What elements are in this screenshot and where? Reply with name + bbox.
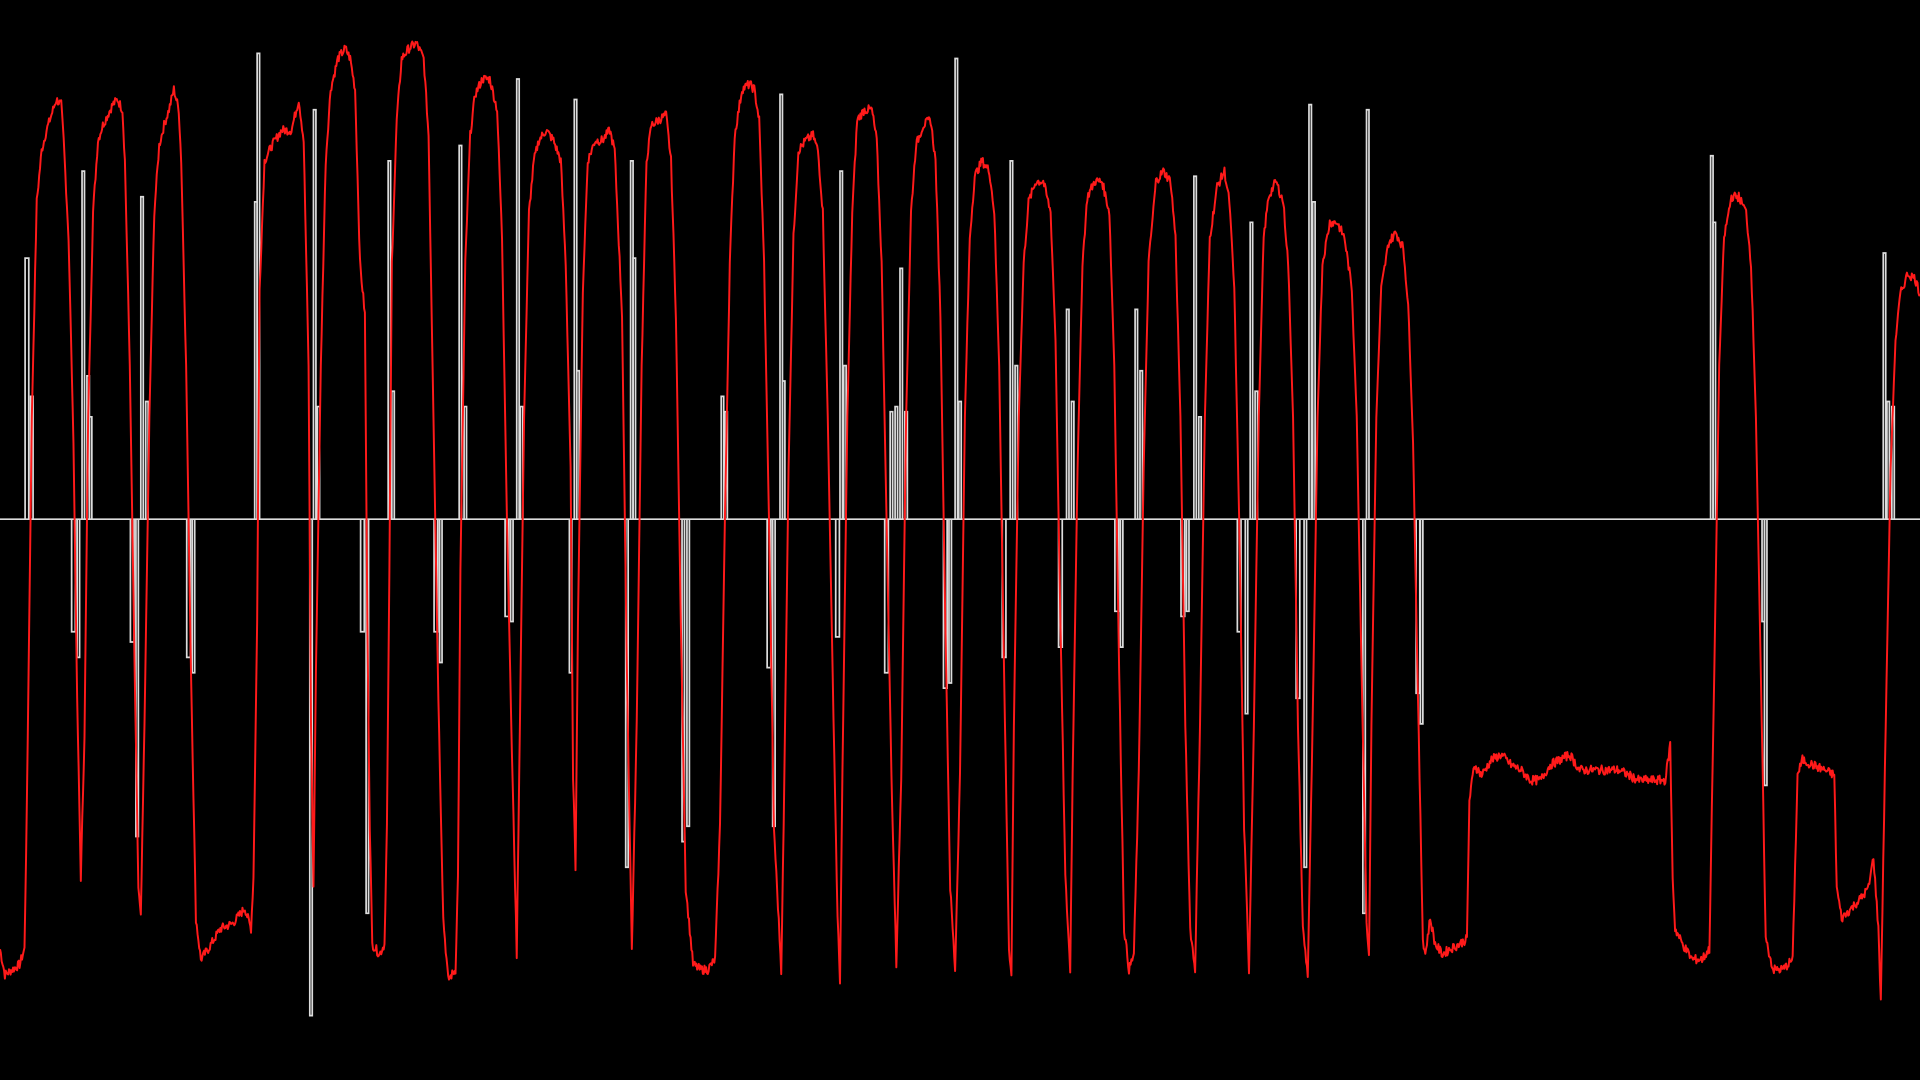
pulse-spike bbox=[433, 519, 439, 633]
pulse-spike bbox=[889, 410, 894, 520]
pulse-spike bbox=[834, 519, 841, 638]
pulse-spike bbox=[686, 519, 691, 828]
pulse-spike bbox=[1249, 221, 1254, 520]
pulse-spike bbox=[312, 108, 317, 520]
pulse-spike bbox=[575, 369, 581, 520]
pulse-spike bbox=[954, 57, 959, 520]
pulse-spike bbox=[1134, 308, 1139, 520]
pulse-spike bbox=[573, 98, 578, 520]
pulse-spike bbox=[839, 170, 844, 520]
pulse-spike bbox=[1070, 400, 1075, 520]
pulse-spike bbox=[191, 519, 196, 674]
pulse-spike bbox=[515, 78, 521, 520]
pulse-spike bbox=[632, 257, 637, 520]
pulse-spike bbox=[1065, 308, 1070, 520]
pulse-spike bbox=[781, 380, 786, 520]
pulse-spike bbox=[1009, 160, 1014, 520]
pulse-spike bbox=[1886, 400, 1891, 520]
pulse-spike bbox=[1303, 519, 1308, 869]
pulse-spike bbox=[1197, 415, 1203, 520]
pulse-spike bbox=[359, 519, 366, 633]
pulse-spike bbox=[88, 415, 93, 520]
pulse-spike bbox=[139, 195, 145, 520]
pulse-spike bbox=[1119, 519, 1124, 649]
pulse-spike bbox=[1139, 369, 1144, 520]
pulse-spike bbox=[894, 405, 899, 520]
pulse-spike bbox=[899, 267, 904, 520]
pulse-spike bbox=[957, 400, 963, 520]
pulse-spike bbox=[1185, 519, 1190, 613]
pulse-spike bbox=[390, 390, 396, 520]
pulse-spike bbox=[1882, 252, 1887, 520]
signal-trace-group bbox=[0, 40, 1920, 1001]
pulse-spike bbox=[24, 257, 30, 520]
pulse-spike bbox=[1419, 519, 1424, 725]
pulse-spike bbox=[720, 395, 725, 520]
pulse-spike bbox=[779, 93, 784, 520]
pulse-spike bbox=[1193, 175, 1198, 520]
signal-trace bbox=[0, 40, 1920, 1001]
pulse-spike bbox=[1114, 519, 1120, 613]
pulse-spike bbox=[1365, 108, 1370, 520]
pulse-spike bbox=[438, 519, 443, 664]
pulse-spike bbox=[81, 170, 86, 520]
pulse-spike bbox=[1763, 519, 1768, 787]
pulse-spike bbox=[942, 519, 949, 689]
pulse-spike bbox=[1308, 103, 1313, 520]
pulse-spike bbox=[458, 144, 463, 520]
pulse-spike bbox=[76, 519, 81, 659]
pulse-spike bbox=[1311, 200, 1316, 520]
pulse-trace-group bbox=[24, 52, 1896, 1017]
pulse-spike bbox=[1712, 221, 1717, 520]
pulse-spike bbox=[1244, 519, 1249, 715]
pulse-spike bbox=[948, 519, 953, 684]
pulse-spike bbox=[463, 405, 468, 520]
pulse-spike bbox=[509, 519, 514, 623]
